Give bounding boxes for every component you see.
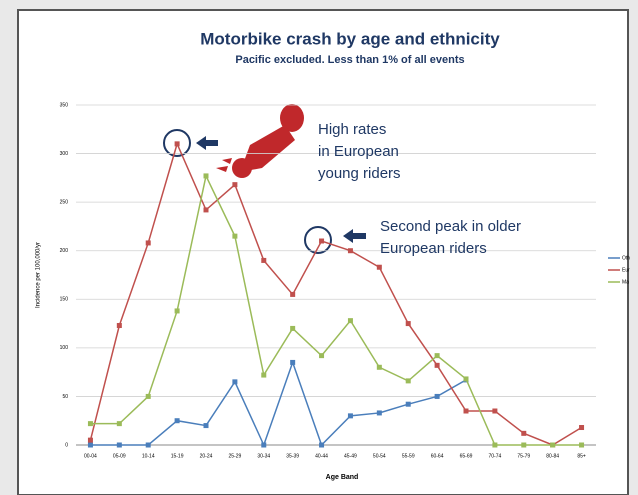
point (492, 409, 497, 414)
x-tick-label: 70-74 (488, 453, 501, 459)
point (261, 258, 266, 263)
x-tick-label: 60-64 (431, 453, 444, 459)
point (550, 443, 555, 448)
point (175, 418, 180, 423)
chart-title: Motorbike crash by age and ethnicity (200, 29, 500, 48)
annotation: in European (318, 143, 399, 160)
point (261, 373, 266, 378)
x-tick-label: 25-29 (228, 453, 241, 459)
page: Motorbike crash by age and ethnicity Pac… (0, 0, 638, 495)
x-tick-label: 10-14 (142, 453, 155, 459)
annotation: Second peak in older (380, 218, 521, 235)
point (117, 323, 122, 328)
point (88, 438, 93, 443)
x-tick-label: 75-79 (517, 453, 530, 459)
point (464, 376, 469, 381)
x-tick-label: 65-69 (460, 453, 473, 459)
x-tick-label: 45-49 (344, 453, 357, 459)
x-tick-label: 55-59 (402, 453, 415, 459)
point (377, 265, 382, 270)
y-tick-label: 350 (60, 102, 69, 108)
point (579, 443, 584, 448)
annotation: High rates (318, 121, 386, 138)
point (435, 363, 440, 368)
point (175, 141, 180, 146)
point (146, 394, 151, 399)
point (88, 421, 93, 426)
y-axis-label: Incidence per 100,000/yr (36, 242, 42, 308)
point (232, 379, 237, 384)
y-tick-label: 50 (62, 394, 68, 400)
point (204, 423, 209, 428)
point (290, 360, 295, 365)
point (319, 239, 324, 244)
x-tick-label: 50-54 (373, 453, 386, 459)
legend-label: Oth (622, 255, 630, 261)
x-tick-label: 35-39 (286, 453, 299, 459)
point (117, 443, 122, 448)
y-tick-label: 250 (60, 199, 69, 205)
point (261, 443, 266, 448)
y-tick-label: 150 (60, 297, 69, 303)
point (204, 207, 209, 212)
point (348, 413, 353, 418)
point (377, 365, 382, 370)
point (117, 421, 122, 426)
point (521, 443, 526, 448)
x-axis-label: Age Band (326, 474, 359, 481)
point (88, 443, 93, 448)
point (146, 240, 151, 245)
chart: Motorbike crash by age and ethnicity Pac… (0, 0, 638, 495)
legend-label: Eur (622, 267, 630, 273)
point (435, 353, 440, 358)
y-tick-label: 0 (65, 442, 68, 448)
point (232, 182, 237, 187)
x-tick-label: 80-84 (546, 453, 559, 459)
y-tick-label: 100 (60, 345, 69, 351)
point (319, 353, 324, 358)
legend-label: Ma (622, 279, 629, 285)
x-tick-label: 00-04 (84, 453, 97, 459)
point (435, 394, 440, 399)
point (579, 425, 584, 430)
x-tick-label: 85+ (577, 453, 586, 459)
point (406, 378, 411, 383)
point (319, 443, 324, 448)
x-tick-label: 05-09 (113, 453, 126, 459)
point (406, 402, 411, 407)
annotation: European riders (380, 240, 487, 257)
x-tick-label: 20-24 (200, 453, 213, 459)
chart-subtitle: Pacific excluded. Less than 1% of all ev… (235, 54, 464, 66)
point (464, 409, 469, 414)
point (377, 410, 382, 415)
point (348, 248, 353, 253)
point (232, 234, 237, 239)
point (146, 443, 151, 448)
point (175, 308, 180, 313)
y-tick-label: 300 (60, 151, 69, 157)
annotation: young riders (318, 165, 401, 182)
y-tick-label: 200 (60, 248, 69, 254)
point (521, 431, 526, 436)
x-tick-label: 40-44 (315, 453, 328, 459)
point (290, 292, 295, 297)
point (406, 321, 411, 326)
x-tick-label: 15-19 (171, 453, 184, 459)
point (204, 173, 209, 178)
x-tick-label: 30-34 (257, 453, 270, 459)
point (348, 318, 353, 323)
point (492, 443, 497, 448)
point (290, 326, 295, 331)
